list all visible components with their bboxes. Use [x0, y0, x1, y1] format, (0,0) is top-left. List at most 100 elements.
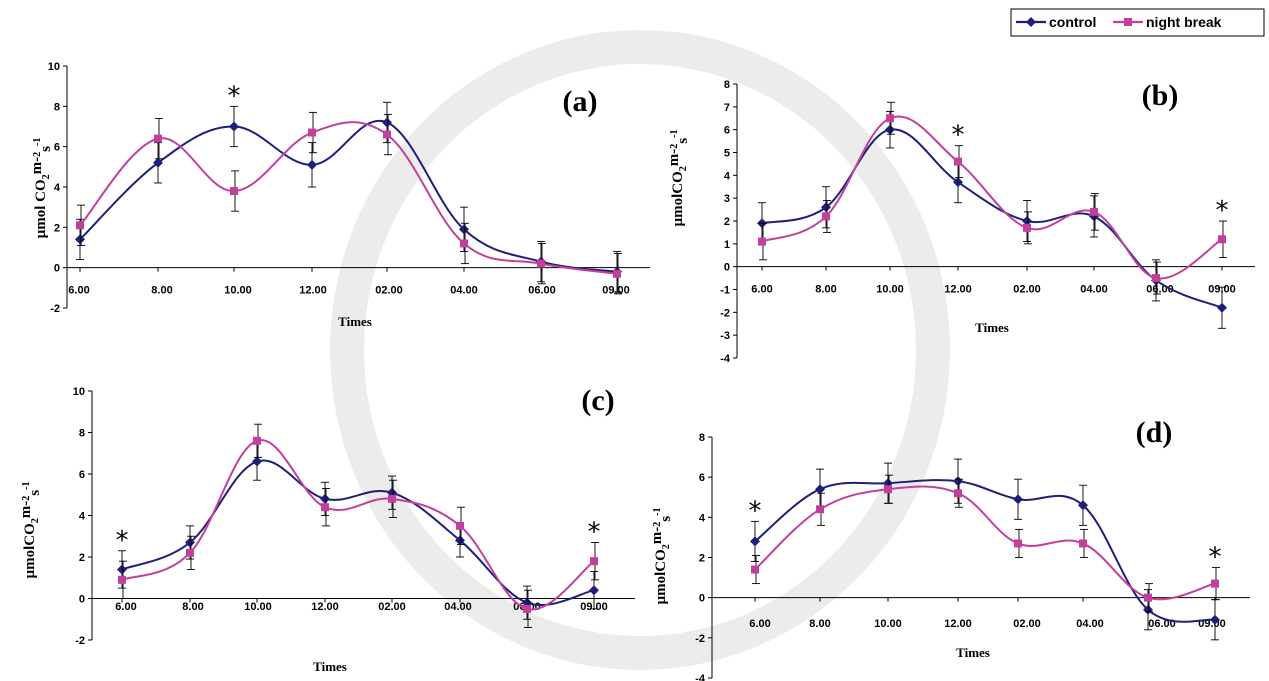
y-tick-label: -2	[75, 635, 85, 647]
y-axis-title-part: s	[38, 146, 54, 152]
x-tick-label: 12.00	[944, 284, 972, 296]
y-axis-title-part: m-	[18, 501, 34, 519]
y-tick-label: -2	[720, 307, 730, 319]
significance-asterisk: *	[116, 526, 129, 556]
x-tick-label: 04.00	[1080, 284, 1108, 296]
data-point-night-break	[321, 503, 329, 512]
series-line-control	[761, 128, 1223, 309]
data-point-night-break	[1023, 223, 1031, 232]
panel-b: -4 -3 -2 -1 0 1 2 3 4 5 6 7 8 6.00 8.00 10.00 12.00 02.00…	[666, 79, 1255, 365]
x-tick-label: 10.00	[244, 601, 272, 613]
x-tick-label: 12.00	[299, 285, 327, 297]
data-point-night-break	[613, 269, 621, 278]
y-tick-label: 4	[724, 170, 731, 182]
legend-marker-0	[1026, 17, 1036, 27]
data-point-control	[1013, 494, 1023, 505]
y-axis-title-part: µmolCO	[22, 523, 38, 578]
y-axis-title-part: s	[675, 138, 691, 144]
significance-asterisk: *	[588, 517, 601, 547]
data-point-night-break	[186, 548, 194, 557]
y-tick-label: 0	[54, 263, 60, 275]
data-point-night-break	[1144, 593, 1152, 602]
data-point-control	[1078, 500, 1088, 511]
data-point-night-break	[1014, 539, 1022, 548]
x-tick-label: 02.00	[1013, 618, 1041, 630]
data-point-night-break	[954, 157, 962, 166]
data-point-control	[455, 535, 465, 546]
data-point-night-break	[822, 212, 830, 221]
data-point-night-break	[884, 485, 892, 494]
significance-asterisk: *	[1216, 196, 1229, 226]
y-tick-label: 2	[54, 222, 60, 234]
data-point-night-break	[537, 259, 545, 268]
y-tick-label: 0	[79, 594, 85, 606]
data-point-night-break	[118, 575, 126, 584]
data-point-night-break	[308, 128, 316, 137]
data-point-control	[815, 484, 825, 495]
y-tick-label: 0	[724, 262, 730, 274]
y-tick-label: -3	[720, 330, 730, 342]
x-tick-label: 04.00	[444, 601, 472, 613]
x-axis-title: Times	[975, 320, 1009, 335]
y-axis-title-part: 2	[661, 544, 672, 549]
x-tick-label: 02.00	[1013, 284, 1041, 296]
y-tick-label: 8	[54, 101, 60, 113]
y-tick-label: 10	[48, 61, 60, 73]
y-axis-title-part: µmol CO	[33, 179, 49, 238]
y-tick-label: 4	[699, 512, 706, 524]
y-tick-label: 4	[54, 182, 61, 194]
data-point-night-break	[1211, 579, 1219, 588]
series-line-night-break	[754, 485, 1216, 601]
data-point-control	[153, 157, 163, 168]
y-axis-title-part: m-	[29, 157, 45, 175]
data-point-night-break	[1152, 274, 1160, 283]
data-point-control	[320, 493, 330, 504]
data-point-control	[1143, 604, 1153, 615]
x-tick-label: 02.00	[378, 601, 406, 613]
y-tick-label: 2	[699, 553, 705, 565]
y-axis-title-part: 2	[669, 144, 680, 149]
y-tick-label: 8	[699, 432, 705, 444]
panel-title: (a)	[563, 85, 598, 118]
data-point-night-break	[590, 557, 598, 566]
data-point-control	[229, 121, 239, 132]
panel-c: -202468106.008.0010.0012.0002.0004.0006.…	[18, 384, 635, 674]
y-axis-title-part: -1	[32, 138, 43, 146]
data-point-night-break	[1079, 539, 1087, 548]
y-axis-title: µmolCO2m-2s-1	[649, 508, 674, 605]
x-axis-title: Times	[956, 645, 990, 660]
panel-title: (c)	[581, 384, 614, 417]
y-tick-label: 6	[699, 472, 705, 484]
y-tick-label: 8	[79, 428, 85, 440]
y-axis-title: µmolCO2m-2s-1	[666, 130, 691, 227]
x-tick-label: 8.00	[151, 285, 172, 297]
y-tick-label: 5	[724, 148, 730, 160]
y-axis-title-part: 2	[41, 174, 52, 179]
y-tick-label: 7	[724, 102, 730, 114]
y-axis-title: µmol CO2m-2s-1	[29, 138, 54, 239]
data-point-control	[117, 564, 127, 575]
y-axis-title-part: 2	[32, 152, 43, 157]
y-tick-label: 2	[724, 216, 730, 228]
series-line-control	[79, 119, 618, 273]
y-tick-label: 6	[724, 125, 730, 137]
data-point-control	[821, 202, 831, 213]
data-point-control	[885, 124, 895, 135]
x-tick-label: 6.00	[68, 285, 89, 297]
data-point-night-break	[816, 505, 824, 514]
data-point-night-break	[230, 187, 238, 196]
data-point-control	[750, 536, 760, 547]
data-point-control	[1210, 614, 1220, 625]
panel-title: (b)	[1142, 79, 1179, 112]
y-tick-label: 10	[73, 386, 85, 398]
data-point-night-break	[1218, 235, 1226, 244]
data-point-night-break	[954, 489, 962, 498]
x-tick-label: 8.00	[809, 618, 830, 630]
y-tick-label: 2	[79, 552, 85, 564]
y-tick-label: 0	[699, 593, 705, 605]
y-tick-label: 4	[79, 511, 86, 523]
y-axis-title-part: s	[27, 490, 43, 496]
